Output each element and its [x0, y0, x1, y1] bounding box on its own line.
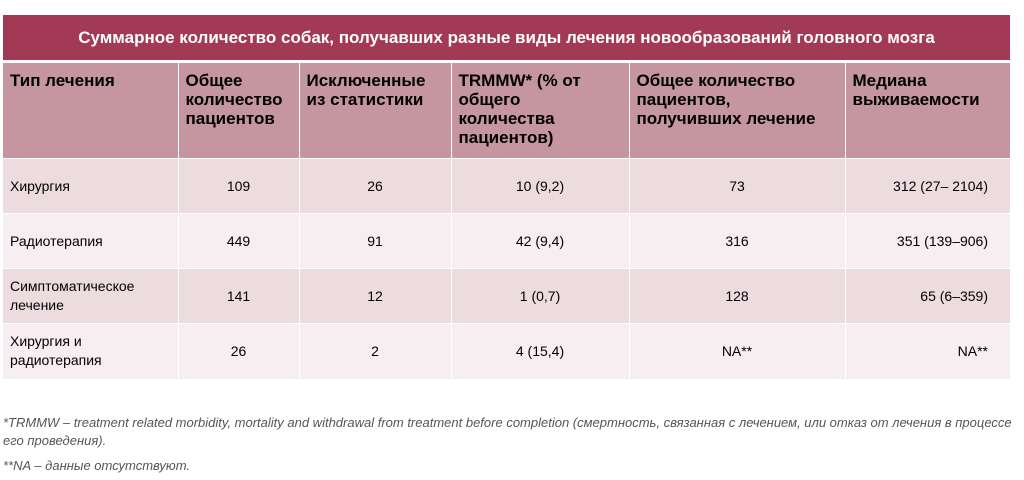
cell-treated-patients: 73: [629, 158, 846, 214]
cell-total-patients: 141: [178, 268, 300, 324]
cell-excluded: 91: [299, 213, 452, 269]
cell-excluded: 26: [299, 158, 452, 214]
header-total-patients: Общее количество пациентов: [178, 60, 300, 159]
cell-median-survival: 351 (139–906): [845, 213, 1010, 269]
cell-treatment-type: Хирургия и радиотерапия: [3, 323, 179, 379]
cell-median-survival: 65 (6–359): [845, 268, 1010, 324]
table-row: Хирургия 109 26 10 (9,2) 73 312 (27– 210…: [3, 158, 1010, 214]
cell-total-patients: 26: [178, 323, 300, 379]
footnote-trmmw: *TRMMW – treatment related morbidity, mo…: [3, 415, 1012, 448]
cell-treated-patients: NA**: [629, 323, 846, 379]
cell-excluded: 2: [299, 323, 452, 379]
header-treated-patients: Общее количество пациентов, получивших л…: [629, 60, 846, 159]
cell-trmmw: 42 (9,4): [451, 213, 630, 269]
data-table-container: Суммарное количество собак, получавших р…: [3, 15, 1010, 379]
header-median-survival: Медиана выживаемости: [845, 60, 1010, 159]
table-row: Хирургия и радиотерапия 26 2 4 (15,4) NA…: [3, 323, 1010, 379]
footnote-na: **NA – данные отсутствуют.: [3, 458, 190, 473]
header-excluded: Исключенные из статистики: [299, 60, 452, 159]
table-row: Радиотерапия 449 91 42 (9,4) 316 351 (13…: [3, 213, 1010, 269]
cell-trmmw: 10 (9,2): [451, 158, 630, 214]
cell-median-survival: 312 (27– 2104): [845, 158, 1010, 214]
header-row: Тип лечения Общее количество пациентов И…: [3, 60, 1010, 159]
cell-treatment-type: Симптоматическое лечение: [3, 268, 179, 324]
cell-total-patients: 109: [178, 158, 300, 214]
cell-total-patients: 449: [178, 213, 300, 269]
cell-median-survival: NA**: [845, 323, 1010, 379]
cell-excluded: 12: [299, 268, 452, 324]
table-row: Симптоматическое лечение 141 12 1 (0,7) …: [3, 268, 1010, 324]
cell-treated-patients: 316: [629, 213, 846, 269]
table-title: Суммарное количество собак, получавших р…: [3, 15, 1010, 60]
cell-treatment-type: Радиотерапия: [3, 213, 179, 269]
cell-trmmw: 1 (0,7): [451, 268, 630, 324]
cell-treated-patients: 128: [629, 268, 846, 324]
header-treatment-type: Тип лечения: [3, 60, 179, 159]
cell-treatment-type: Хирургия: [3, 158, 179, 214]
header-trmmw: TRMMW* (% от общего количества пациентов…: [451, 60, 630, 159]
cell-trmmw: 4 (15,4): [451, 323, 630, 379]
treatment-table: Тип лечения Общее количество пациентов И…: [3, 60, 1010, 379]
